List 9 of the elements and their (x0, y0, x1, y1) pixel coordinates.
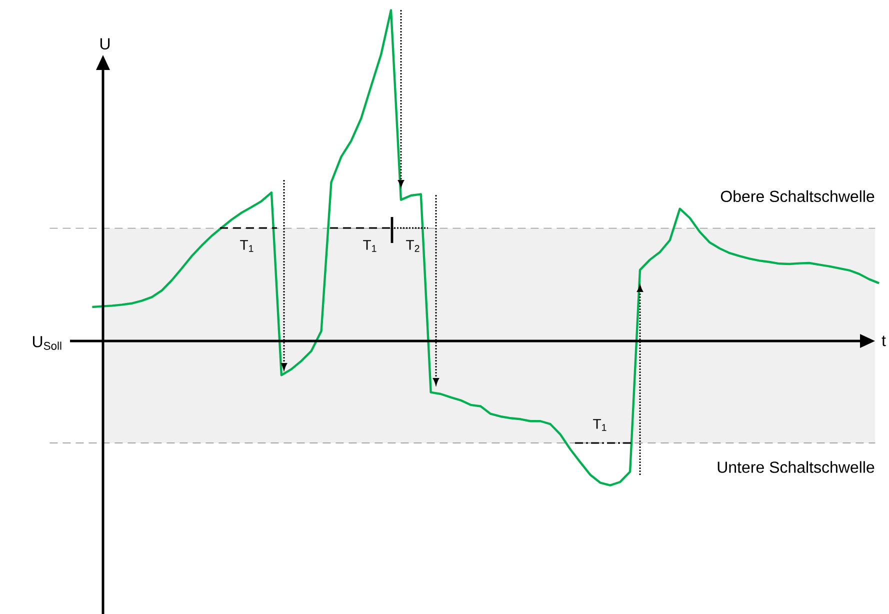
annotation: T$_{2}$ (406, 240, 420, 252)
y-axis-title: U (100, 38, 110, 50)
x-axis-title: t (882, 336, 886, 346)
ref-line-label: Obere Schaltschwelle (720, 190, 874, 202)
ref-line-label: Untere Schaltschwelle (718, 461, 874, 473)
annotation: T$_{1}$ (240, 240, 254, 252)
annotation: T$_{1}$ (363, 240, 376, 252)
text: U$_{Soll}$ (32, 336, 62, 350)
annotation: T$_{1}$ (593, 419, 606, 431)
